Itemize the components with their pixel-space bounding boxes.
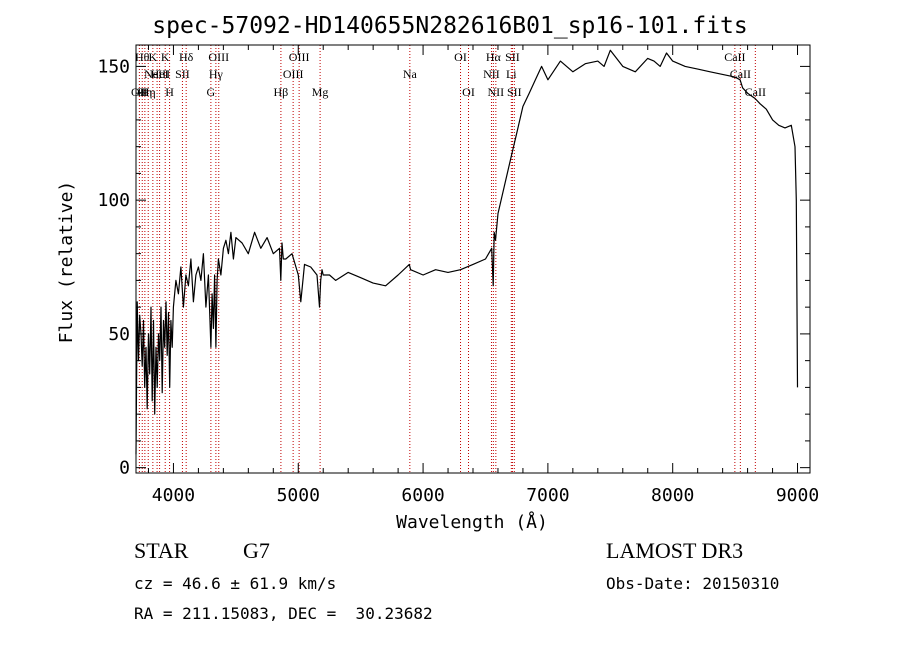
- object-class: STAR: [134, 538, 189, 563]
- line-marker-label: NII: [488, 85, 505, 99]
- line-marker-label: OI: [454, 50, 467, 64]
- line-marker-label: CaII: [724, 50, 745, 64]
- x-tick-label: 4000: [152, 485, 195, 506]
- line-marker-label: Na: [403, 67, 418, 81]
- line-marker-label: SII: [175, 67, 190, 81]
- plot-frame: [135, 44, 811, 474]
- line-marker-label: OI: [462, 85, 475, 99]
- line-marker-label: Hγ: [209, 67, 224, 81]
- line-marker-label: CaII: [730, 67, 751, 81]
- chart-title: spec-57092-HD140655N282616B01_sp16-101.f…: [152, 13, 747, 39]
- y-tick-label: 50: [108, 324, 130, 345]
- x-tick-label: 9000: [776, 485, 819, 506]
- line-marker-label: NII: [483, 67, 500, 81]
- survey-label: LAMOST DR3: [606, 538, 744, 563]
- line-marker-label: K: [161, 50, 170, 64]
- line-marker-label: SII: [507, 85, 522, 99]
- line-marker-label: OIII: [289, 50, 310, 64]
- line-marker-label: H: [165, 85, 174, 99]
- y-tick-label: 150: [97, 56, 130, 77]
- line-marker-label: Hα: [486, 50, 502, 64]
- line-marker-label: OII: [131, 85, 148, 99]
- x-tick-label: 6000: [401, 485, 444, 506]
- x-tick-label: 8000: [651, 485, 694, 506]
- y-tick-label: 0: [119, 458, 130, 479]
- y-tick-label: 100: [97, 190, 130, 211]
- line-marker-label: Hβ: [274, 85, 289, 99]
- spectrum-line: [135, 49, 799, 455]
- obs-date: Obs-Date: 20150310: [606, 574, 780, 593]
- line-marker-label: OIII: [208, 50, 229, 64]
- line-marker-label: K: [149, 50, 158, 64]
- line-marker-label: HeI: [151, 67, 169, 81]
- line-marker-label: G: [207, 85, 216, 99]
- redshift-readout: cz = 46.6 ± 61.9 km/s: [134, 574, 337, 593]
- line-marker-label: CaII: [745, 85, 766, 99]
- line-marker-label: Hη: [137, 85, 152, 99]
- line-marker-label: Li: [506, 67, 517, 81]
- x-axis-label: Wavelength (Å): [396, 511, 548, 533]
- line-marker-label: NeIII: [144, 67, 170, 81]
- coordinates: RA = 211.15083, DEC = 30.23682: [134, 604, 433, 623]
- line-marker-label: Mg: [312, 85, 329, 99]
- line-marker-label: SII: [505, 50, 520, 64]
- line-marker-label: Hη: [141, 85, 156, 99]
- line-marker-label: Hδ: [179, 50, 194, 64]
- y-axis-label: Flux (relative): [56, 181, 77, 344]
- x-tick-label: 5000: [277, 485, 320, 506]
- x-tick-label: 7000: [526, 485, 569, 506]
- line-marker-label: OIII: [283, 67, 304, 81]
- subclass: G7: [243, 538, 270, 563]
- line-marker-label: Hθ: [135, 50, 150, 64]
